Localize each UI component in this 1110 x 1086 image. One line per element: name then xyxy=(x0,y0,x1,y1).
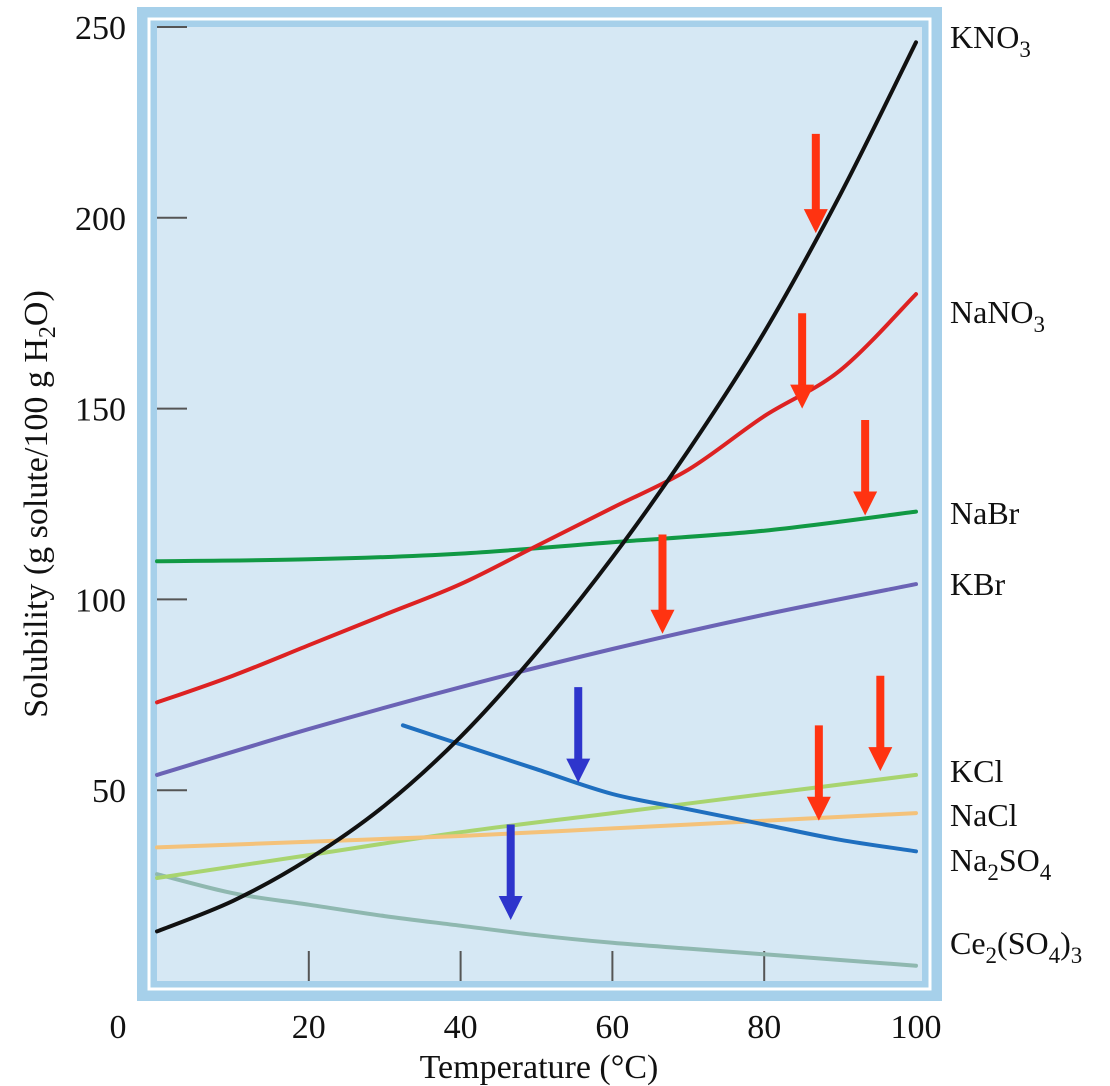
y-tick-label: 200 xyxy=(75,201,126,238)
y-tick-label: 150 xyxy=(75,392,126,429)
series-label-kcl: KCl xyxy=(950,753,1003,789)
x-axis-title: Temperature (°C) xyxy=(420,1049,659,1086)
series-labels: KNO3 NaNO3 NaBr KBr KCl NaCl Na2SO4 Ce2(SO4)3 xyxy=(950,19,1082,968)
x-tick-label: 80 xyxy=(747,1009,781,1046)
series-label-nano3: NaNO3 xyxy=(950,294,1045,337)
plot-frame-inner-line xyxy=(147,17,932,991)
annotation-arrow xyxy=(498,824,523,920)
annotation-arrow-head xyxy=(806,796,831,821)
series-label-kbr: KBr xyxy=(950,566,1005,602)
series-line-nacl xyxy=(155,811,918,850)
series-lines xyxy=(155,40,918,968)
series-label-nabr: NaBr xyxy=(950,495,1020,531)
series-label-nacl: NaCl xyxy=(950,797,1018,833)
series-line-kno3 xyxy=(155,40,918,934)
annotation-arrow-head xyxy=(790,384,815,409)
annotation-arrow xyxy=(853,420,878,516)
y-tick-label: 50 xyxy=(92,773,126,810)
x-tick-label: 40 xyxy=(444,1009,478,1046)
annotation-arrow-head xyxy=(650,609,675,634)
annotation-arrow-head xyxy=(803,209,828,234)
annotation-arrow xyxy=(868,675,893,772)
y-tick-label: 100 xyxy=(75,582,126,619)
plot-area xyxy=(157,27,922,981)
x-tick-label: 0 xyxy=(110,1009,127,1046)
series-line-kbr xyxy=(155,582,918,777)
y-axis-title-part-a: Solubility (g solute/100 g H xyxy=(18,338,55,718)
series-label-na2so4: Na2SO4 xyxy=(950,842,1052,885)
y-axis-title-subscript: 2 xyxy=(35,326,61,338)
y-axis-title-part-b: O) xyxy=(18,290,55,326)
annotation-arrow-head xyxy=(868,747,893,772)
annotation-arrow-head xyxy=(853,491,878,516)
x-tick-label: 60 xyxy=(595,1009,629,1046)
x-tick-label: 100 xyxy=(891,1009,942,1046)
series-label-ce2-so4-3: Ce2(SO4)3 xyxy=(950,925,1082,968)
annotation-arrow xyxy=(803,133,828,234)
annotation-arrow-head xyxy=(566,758,591,783)
annotation-arrow xyxy=(790,313,815,409)
x-tick-label: 20 xyxy=(292,1009,326,1046)
axis-tick-labels: 50 100 150 200 250 0 20 40 60 80 100 xyxy=(75,10,942,1046)
y-axis-title: Solubility (g solute/100 g H2O) xyxy=(18,290,61,718)
series-label-kno3: KNO3 xyxy=(950,19,1031,62)
annotation-arrow xyxy=(806,725,831,821)
series-line-na2so4 xyxy=(400,723,918,854)
series-line-ce2-so4-3 xyxy=(155,872,918,968)
annotation-arrow xyxy=(566,687,591,783)
annotation-arrow-head xyxy=(498,895,523,920)
series-line-nano3 xyxy=(155,292,918,705)
y-tick-label: 250 xyxy=(75,10,126,47)
annotation-arrow xyxy=(650,534,675,634)
series-line-kcl xyxy=(155,772,918,880)
annotation-arrows xyxy=(498,133,893,920)
